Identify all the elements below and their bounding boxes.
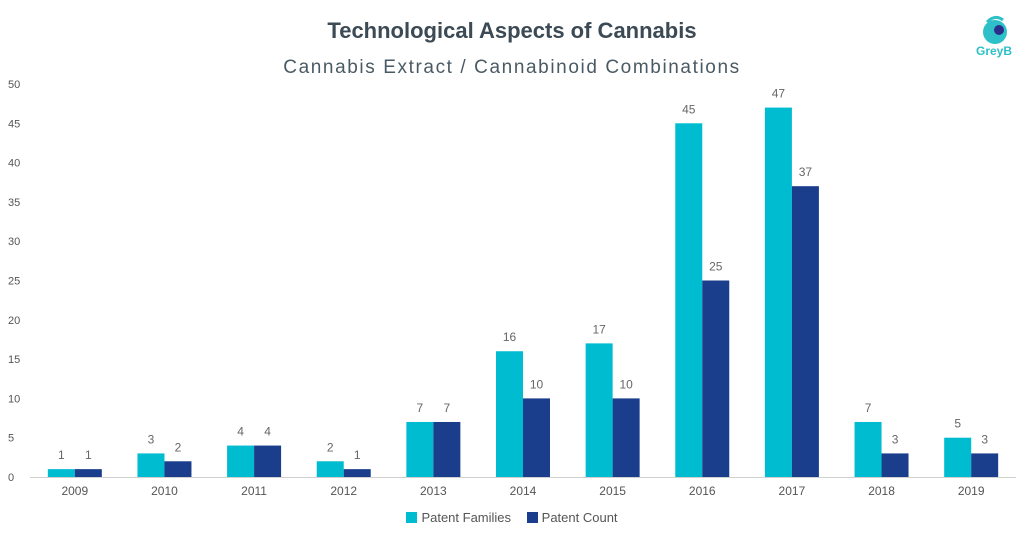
y-tick-label: 30 (8, 236, 20, 248)
y-tick-label: 5 (8, 433, 14, 445)
y-tick-label: 35 (8, 197, 20, 209)
data-label: 3 (148, 432, 155, 446)
bar-patent-families (137, 453, 165, 477)
bar-patent-families (227, 445, 255, 477)
data-label: 25 (709, 260, 723, 274)
data-label: 10 (619, 377, 633, 391)
bar-patent-count (254, 445, 282, 477)
y-tick-label: 40 (8, 158, 20, 170)
data-label: 2 (175, 440, 182, 454)
legend-label-patent-count: Patent Count (541, 510, 618, 525)
legend-label-patent-families: Patent Families (421, 510, 512, 525)
bar-patent-families (675, 123, 703, 478)
x-tick-label: 2013 (420, 484, 447, 498)
y-axis: 0 5 10 15 20 25 30 35 40 45 50 (8, 79, 20, 484)
x-tick-label: 2018 (868, 484, 895, 498)
bar-patent-families (585, 343, 613, 477)
bar-patent-families (406, 421, 434, 477)
bar-patent-families (496, 351, 523, 477)
data-label: 2 (327, 440, 334, 454)
bar-patent-count (881, 453, 909, 477)
bar-patent-count (433, 421, 461, 477)
legend-swatch-patent-count (526, 512, 538, 523)
data-label: 4 (237, 425, 244, 439)
bar-patent-count (971, 453, 999, 477)
y-tick-label: 50 (8, 79, 20, 91)
legend-swatch-patent-families (406, 512, 418, 523)
data-label: 1 (354, 448, 361, 462)
legend-item-patent-count: Patent Count (526, 510, 618, 525)
data-label: 1 (58, 448, 65, 462)
greyb-logo-icon (983, 15, 1007, 44)
x-tick-label: 2015 (599, 484, 626, 498)
y-tick-label: 25 (8, 276, 20, 288)
x-tick-label: 2016 (689, 484, 716, 498)
bar-patent-families (764, 107, 792, 477)
data-label: 4 (264, 425, 271, 439)
chart-subtitle: Cannabis Extract / Cannabinoid Combinati… (283, 57, 741, 78)
x-tick-label: 2014 (510, 484, 537, 498)
chart-title: Technological Aspects of Cannabis (327, 18, 697, 43)
y-tick-label: 10 (8, 393, 20, 405)
y-tick-label: 45 (8, 118, 20, 130)
data-label: 37 (799, 165, 813, 179)
bar-patent-count (702, 280, 730, 477)
bar-patent-count (612, 398, 640, 477)
bar-patent-count (74, 469, 102, 477)
y-tick-label: 0 (8, 472, 14, 484)
legend: Patent Families Patent Count (0, 510, 1024, 526)
bar-patent-families (47, 469, 75, 477)
x-axis: 2009 2010 2011 2012 2013 2014 2015 2016 2017 2018… (30, 477, 1016, 498)
bar-patent-families (854, 421, 882, 477)
bar-patent-count (791, 186, 819, 477)
x-tick-label: 2012 (330, 484, 357, 498)
data-label: 7 (417, 401, 424, 415)
x-tick-label: 2010 (151, 484, 178, 498)
x-tick-label: 2011 (241, 484, 267, 498)
x-tick-label: 2017 (779, 484, 806, 498)
data-label: 3 (981, 432, 988, 446)
bar-patent-families (316, 461, 344, 477)
bar-patent-count (523, 398, 550, 477)
y-tick-label: 20 (8, 315, 20, 327)
data-label: 45 (682, 102, 696, 116)
bars (47, 107, 999, 478)
data-label: 7 (865, 401, 872, 415)
data-label: 5 (954, 417, 961, 431)
data-label: 17 (592, 322, 606, 336)
x-tick-label: 2009 (61, 484, 88, 498)
data-label: 7 (444, 401, 451, 415)
bar-patent-count (343, 469, 371, 477)
y-tick-label: 15 (8, 354, 20, 366)
bar-patent-families (944, 437, 972, 477)
bar-patent-count (164, 461, 192, 477)
data-label: 3 (892, 432, 899, 446)
legend-item-patent-families: Patent Families (406, 510, 511, 525)
data-label: 10 (530, 377, 544, 391)
data-label: 1 (85, 448, 92, 462)
data-label: 16 (503, 330, 517, 344)
brand-name: GreyB (975, 44, 1013, 58)
x-tick-label: 2019 (958, 484, 985, 498)
data-label: 47 (772, 87, 786, 101)
